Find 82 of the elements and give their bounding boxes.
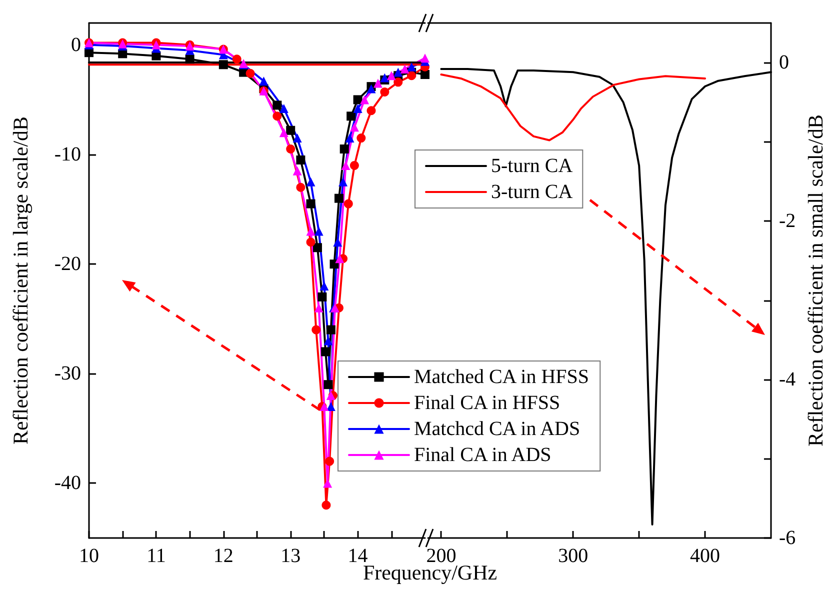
point (360, 95, 370, 104)
legend-label: Matchcd CA in ADS (414, 418, 580, 440)
x-tick-label: 400 (690, 545, 720, 567)
x-tick-label: 10 (79, 545, 99, 567)
point (380, 88, 390, 97)
y2-tick-label: -4 (779, 368, 796, 391)
point (341, 160, 350, 170)
point (394, 78, 403, 87)
point (420, 70, 430, 79)
y-tick-label: -40 (54, 472, 81, 494)
point (324, 336, 333, 346)
point (318, 292, 327, 302)
point (232, 54, 242, 64)
point (292, 166, 302, 176)
point (272, 100, 282, 110)
point (246, 68, 255, 78)
x-tick-label: 13 (280, 545, 301, 567)
point (373, 78, 382, 88)
y2-tick-label: 0 (779, 52, 789, 74)
y-tick-label: -10 (54, 143, 81, 166)
point (321, 347, 330, 356)
point (420, 54, 430, 63)
legend-label: Final CA in HFSS (414, 392, 560, 414)
legend-label: Matched CA in HFSS (414, 366, 590, 388)
point (314, 226, 324, 236)
point (335, 254, 344, 264)
point (407, 62, 416, 72)
point (272, 112, 282, 121)
point (353, 95, 362, 104)
point (345, 134, 354, 143)
x-tick-label: 300 (558, 545, 588, 567)
point (218, 60, 228, 70)
point (344, 199, 353, 208)
point (296, 155, 306, 164)
y2-tick-label: -2 (779, 210, 796, 232)
y-axis-title: Reflection coefficient in large scale/dB (8, 116, 32, 445)
point (356, 134, 366, 143)
point (346, 112, 356, 121)
point (312, 325, 321, 334)
point (286, 144, 296, 154)
point (292, 134, 302, 143)
point (286, 126, 296, 135)
point (314, 303, 324, 312)
y-tick-label: -20 (54, 253, 81, 276)
point (394, 68, 403, 77)
legend-label: Final CA in ADS (414, 444, 552, 466)
point (185, 54, 194, 64)
point (279, 104, 288, 113)
point (366, 106, 376, 116)
point (306, 226, 316, 236)
x-tick-label: 12 (213, 545, 234, 567)
point (407, 71, 416, 80)
point (306, 238, 316, 247)
legend-label: 3-turn CA (491, 181, 574, 203)
point (325, 456, 334, 466)
y2-tick-label: -6 (779, 527, 796, 549)
y-tick-label: -30 (54, 362, 81, 385)
legend-label: 5-turn CA (491, 155, 574, 177)
point (386, 71, 396, 80)
x-tick-label: 11 (146, 545, 166, 567)
y-tick-label: 0 (71, 34, 81, 56)
point (296, 182, 306, 192)
point (334, 194, 344, 203)
point (322, 500, 331, 510)
y2-axis-title: Reflection coefficient in small scale/dB (804, 114, 827, 447)
point (350, 122, 359, 132)
point (279, 128, 288, 138)
point (259, 76, 268, 86)
point (338, 177, 348, 186)
point (324, 380, 333, 390)
x-tick-label: 200 (426, 545, 456, 567)
point (306, 177, 316, 186)
point (350, 160, 359, 170)
point (326, 325, 336, 334)
point (353, 104, 362, 113)
point (320, 281, 329, 290)
line-series (440, 74, 706, 142)
point (340, 144, 349, 154)
point (306, 199, 316, 208)
point (312, 243, 322, 252)
x-tick-label: 14 (348, 545, 368, 567)
point (400, 64, 410, 74)
